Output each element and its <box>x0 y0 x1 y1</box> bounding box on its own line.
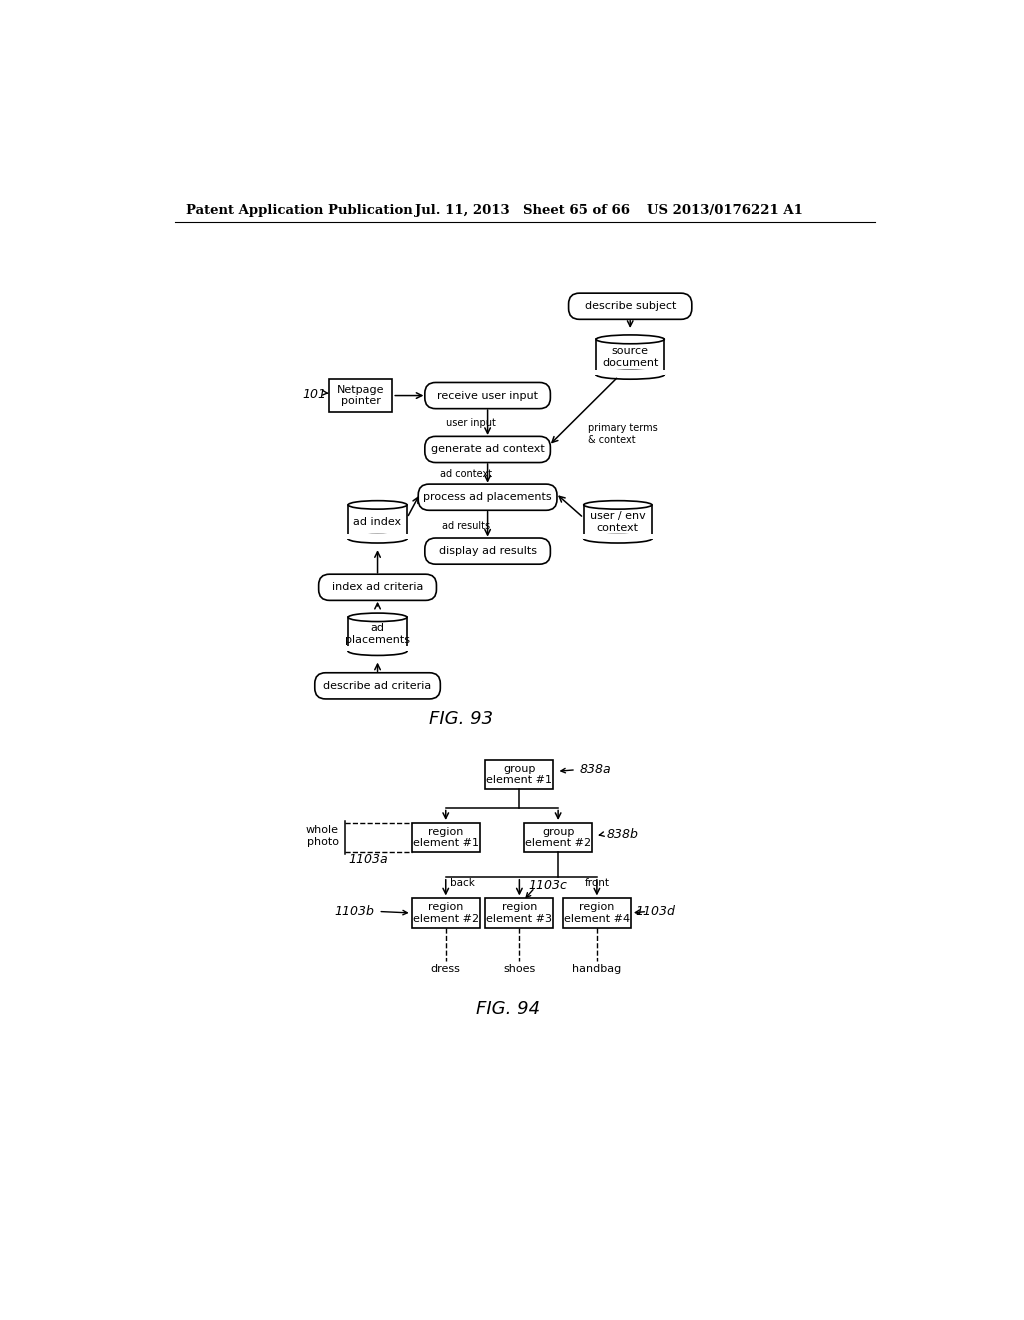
Text: 838b: 838b <box>606 828 638 841</box>
Text: Netpage
pointer: Netpage pointer <box>337 384 384 407</box>
Text: 838a: 838a <box>580 763 611 776</box>
Text: ad context: ad context <box>440 469 492 479</box>
Bar <box>485 899 554 928</box>
Text: 1103d: 1103d <box>636 906 676 917</box>
FancyBboxPatch shape <box>425 539 550 564</box>
FancyBboxPatch shape <box>425 383 550 409</box>
Text: Sheet 65 of 66: Sheet 65 of 66 <box>523 205 630 218</box>
Bar <box>485 760 554 789</box>
Bar <box>583 533 652 539</box>
FancyBboxPatch shape <box>318 574 436 601</box>
Bar <box>348 618 407 651</box>
Text: FIG. 93: FIG. 93 <box>429 710 494 727</box>
Text: user input: user input <box>445 418 496 428</box>
FancyBboxPatch shape <box>314 673 440 700</box>
Text: describe ad criteria: describe ad criteria <box>324 681 432 690</box>
Bar <box>348 506 407 539</box>
Text: region
element #1: region element #1 <box>413 826 479 849</box>
Text: describe subject: describe subject <box>585 301 676 312</box>
Text: back: back <box>450 878 474 888</box>
Text: dress: dress <box>431 964 461 974</box>
Ellipse shape <box>596 335 665 343</box>
Ellipse shape <box>348 647 407 656</box>
Text: ad results: ad results <box>441 520 489 531</box>
Text: primary terms
& context: primary terms & context <box>588 424 657 445</box>
Text: Patent Application Publication: Patent Application Publication <box>186 205 413 218</box>
Text: display ad results: display ad results <box>438 546 537 556</box>
Text: 101: 101 <box>302 388 326 401</box>
Text: ad index: ad index <box>353 517 401 527</box>
Text: region
element #2: region element #2 <box>413 902 479 924</box>
Ellipse shape <box>584 500 652 510</box>
Text: handbag: handbag <box>572 964 622 974</box>
Ellipse shape <box>348 612 407 622</box>
Text: region
element #3: region element #3 <box>486 902 552 924</box>
Bar <box>329 379 392 412</box>
Text: index ad criteria: index ad criteria <box>332 582 423 593</box>
Bar <box>412 899 480 928</box>
Text: FIG. 94: FIG. 94 <box>476 1001 540 1018</box>
Bar <box>584 506 652 539</box>
Text: 1103c: 1103c <box>528 879 567 892</box>
Text: 1103b: 1103b <box>335 906 375 917</box>
Bar <box>524 822 592 853</box>
Text: ad
placements: ad placements <box>345 623 410 645</box>
Text: US 2013/0176221 A1: US 2013/0176221 A1 <box>647 205 803 218</box>
Text: process ad placements: process ad placements <box>423 492 552 502</box>
Text: region
element #4: region element #4 <box>564 902 630 924</box>
Ellipse shape <box>348 535 407 543</box>
Text: user / env
context: user / env context <box>590 511 646 533</box>
Bar <box>596 339 665 375</box>
Text: whole
photo: whole photo <box>306 825 339 847</box>
Text: 1103a: 1103a <box>349 853 388 866</box>
Bar <box>347 647 408 651</box>
Text: group
element #1: group element #1 <box>486 763 552 785</box>
Bar <box>412 822 480 853</box>
Text: Jul. 11, 2013: Jul. 11, 2013 <box>415 205 509 218</box>
Ellipse shape <box>596 371 665 379</box>
Text: generate ad context: generate ad context <box>431 445 545 454</box>
Bar <box>595 370 665 375</box>
FancyBboxPatch shape <box>425 437 550 462</box>
Text: receive user input: receive user input <box>437 391 538 400</box>
FancyBboxPatch shape <box>568 293 692 319</box>
FancyBboxPatch shape <box>418 484 557 511</box>
Text: shoes: shoes <box>503 964 536 974</box>
Text: group
element #2: group element #2 <box>525 826 591 849</box>
Bar <box>563 899 631 928</box>
Text: source
document: source document <box>602 346 658 368</box>
Bar <box>347 533 408 539</box>
Text: front: front <box>586 878 610 888</box>
Ellipse shape <box>348 500 407 510</box>
Ellipse shape <box>584 535 652 543</box>
